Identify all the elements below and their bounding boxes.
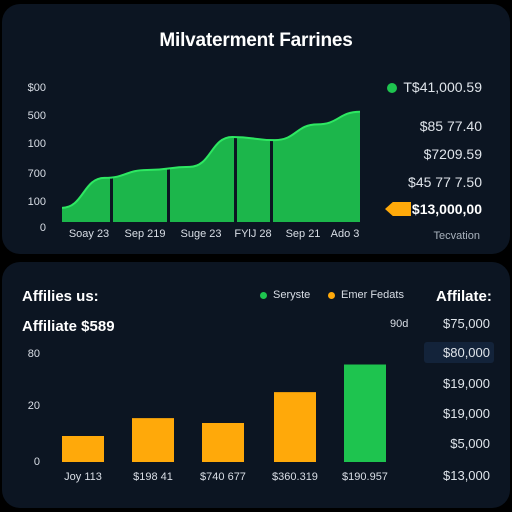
x-tick: Soay 23	[68, 228, 110, 240]
y-tick: 20	[27, 400, 40, 412]
bar	[132, 418, 174, 462]
legend-label: Seryste	[273, 289, 311, 301]
x-tick: FYlJ 28	[234, 228, 272, 240]
section-subheading: Affiliate $589	[22, 318, 115, 335]
area-chart-panel: Milvaterment Farrines $00 500 100 700 10…	[2, 4, 510, 254]
area-segment-divider	[110, 86, 113, 222]
y-tick: 80	[27, 348, 40, 360]
bar	[202, 423, 244, 462]
caption: Tecvation	[433, 230, 480, 242]
right-value: $13,000	[443, 468, 490, 483]
y-tick: 700	[27, 168, 46, 180]
legend-label: Emer Fedats	[341, 289, 404, 301]
y-tick: $00	[27, 82, 46, 94]
legend-entry: T$41,000.59	[387, 79, 482, 95]
y-tick: 100	[27, 196, 46, 208]
bar	[344, 364, 386, 462]
value-item: $85 77.40	[419, 118, 482, 134]
value-item: $45 77 7.50	[408, 174, 482, 190]
legend-value: T$41,000.59	[403, 79, 482, 95]
highlight-value: $13,000,00	[411, 201, 482, 217]
legend-series-2: Emer Fedats	[328, 289, 404, 301]
area-segment-divider	[270, 86, 273, 222]
bar	[274, 392, 316, 462]
legend-dot-icon	[328, 291, 335, 299]
legend-series-1: Seryste	[260, 289, 310, 301]
legend-dot-icon	[387, 83, 398, 94]
area-segment-divider	[167, 86, 170, 222]
right-value: $75,000	[443, 316, 490, 331]
x-tick: Sep 219	[124, 228, 166, 240]
legend-dot-icon	[260, 291, 267, 299]
right-heading: Affilate:	[436, 288, 492, 305]
x-tick: Sep 21	[285, 228, 321, 240]
right-value: $19,000	[443, 406, 490, 421]
section-heading: Affilies us:	[22, 288, 99, 305]
y-tick: 0	[33, 456, 40, 468]
x-tick-label: $190.957	[342, 471, 388, 483]
area-series-line	[61, 110, 361, 209]
x-tick-label: Joy 113	[64, 471, 102, 483]
value-item: $7209.59	[423, 146, 482, 162]
right-value-selected[interactable]: $80,000	[424, 342, 494, 363]
x-tick-label: $740 677	[200, 471, 246, 483]
tag-icon	[385, 202, 411, 216]
x-tick-label: $360.319	[272, 471, 318, 483]
bar-chart-panel: Affilies us: Affiliate $589 Seryste Emer…	[2, 262, 510, 508]
area-chart	[61, 86, 361, 222]
right-value: $5,000	[450, 436, 490, 451]
right-value: $19,000	[443, 376, 490, 391]
x-tick: Suge 23	[180, 228, 222, 240]
y-tick: 500	[27, 110, 46, 122]
chart-title: Milvaterment Farrines	[159, 30, 353, 51]
x-tick-label: $198 41	[133, 471, 173, 483]
x-tick: Ado 3	[330, 228, 360, 240]
y-tick: 100	[27, 138, 46, 150]
area-segment-divider	[234, 86, 237, 222]
bar-chart: Joy 113 $198 41 $740 677 $360.319 $190.957	[62, 364, 388, 483]
area-series-fill	[62, 111, 360, 222]
y-tick: 0	[39, 222, 46, 234]
bar	[62, 436, 104, 462]
period-label: 90d	[390, 318, 409, 330]
